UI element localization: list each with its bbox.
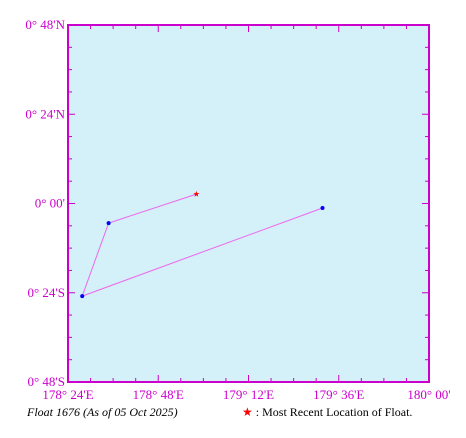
float-info-caption: Float 1676 (As of 05 Oct 2025)	[27, 405, 178, 419]
longitude-tick-label: 179° 12'E	[223, 387, 274, 402]
longitude-labels: 178° 24'E 178° 48'E 179° 12'E 179° 36'E 180°…	[42, 387, 450, 402]
ocean-area	[68, 25, 429, 382]
latitude-tick-label: 0° 24'S	[27, 285, 65, 300]
latitude-tick-label: 0° 48'N	[25, 17, 65, 32]
map-frame	[67, 24, 430, 383]
longitude-tick-label: 180° 00'	[407, 387, 450, 402]
latitude-labels: 0° 48'N 0° 24'N 0° 00' 0° 24'S 0° 48'S	[25, 17, 65, 389]
latest-location-star-icon: ★	[242, 405, 253, 419]
longitude-tick-label: 178° 48'E	[133, 387, 184, 402]
legend-text: : Most Recent Location of Float.	[255, 405, 413, 419]
latitude-tick-label: 0° 00'	[35, 196, 65, 211]
legend-caption: ★ : Most Recent Location of Float.	[242, 405, 412, 420]
float-position-points	[80, 190, 325, 299]
longitude-tick-label: 179° 36'E	[313, 387, 364, 402]
longitude-tick-label: 178° 24'E	[42, 387, 93, 402]
float-position-point	[320, 205, 325, 210]
latitude-tick-label: 0° 48'S	[27, 374, 65, 389]
float-track-line	[81, 193, 323, 297]
float-position-point	[80, 294, 85, 299]
float-position-point	[106, 221, 111, 226]
latitude-tick-label: 0° 24'N	[25, 106, 65, 121]
latest-position-star-icon	[193, 190, 200, 197]
